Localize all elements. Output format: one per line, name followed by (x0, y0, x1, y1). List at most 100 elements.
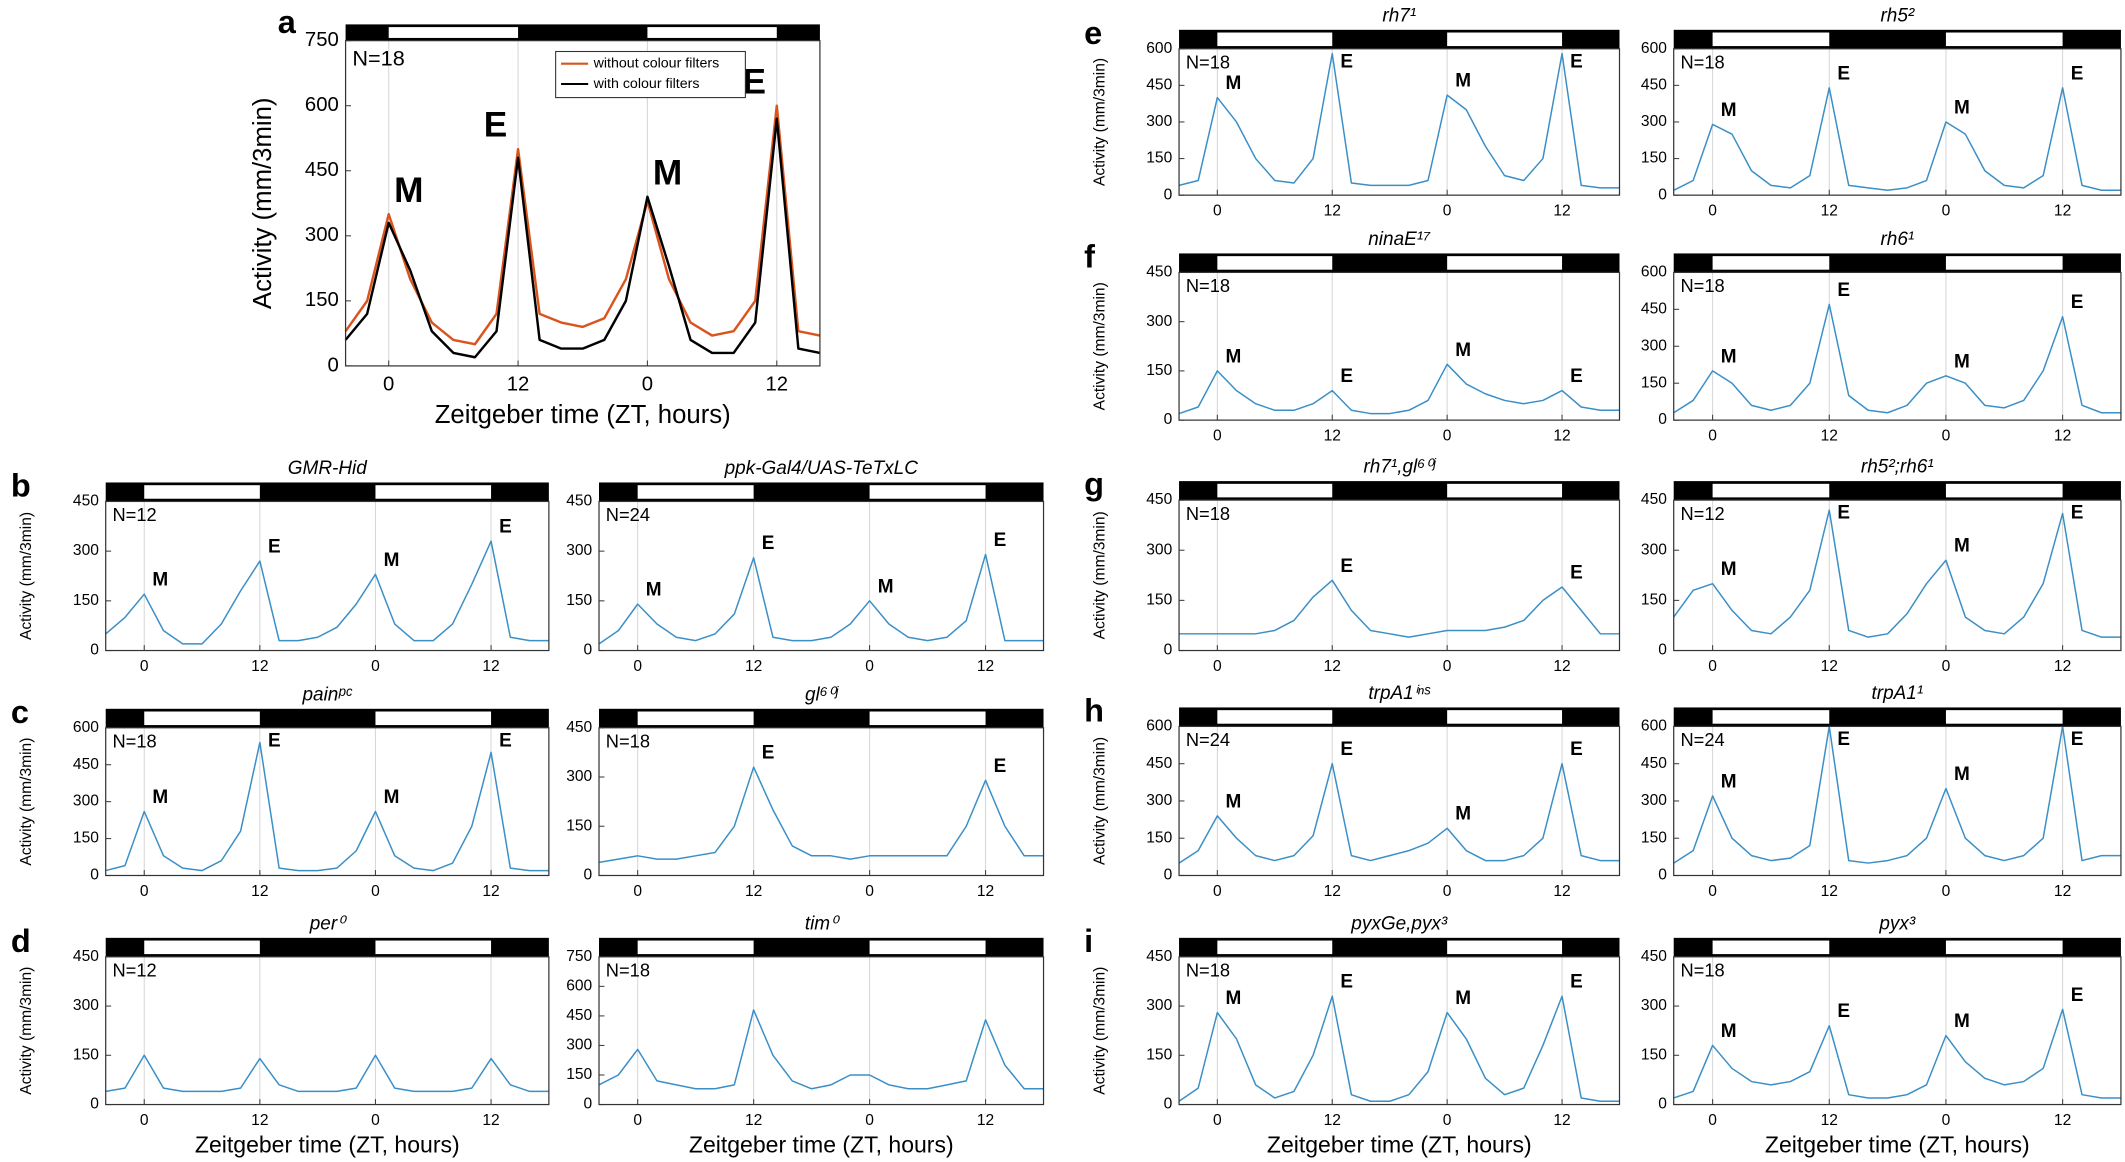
x-tick-label: 0 (371, 883, 380, 900)
light-period (1945, 940, 2063, 955)
y-tick-label: 450 (1146, 948, 1172, 965)
panel-title: pyx³ (1878, 913, 1916, 934)
x-tick-label: 0 (1443, 1112, 1452, 1129)
y-tick-label: 300 (1146, 541, 1172, 558)
plot-frame (1673, 725, 2122, 877)
activity-line (1673, 87, 2121, 192)
peak-label: E (484, 106, 507, 145)
x-tick-label: 0 (1443, 658, 1452, 675)
y-tick-label: 0 (1164, 411, 1173, 428)
x-tick-label: 0 (1213, 203, 1222, 220)
x-tick-label: 12 (2054, 1112, 2071, 1129)
x-tick-label: 0 (1708, 203, 1717, 220)
x-tick-label: 0 (1213, 428, 1222, 445)
sample-size: N=18 (352, 45, 404, 70)
panel-title: gl⁶⁰ʲ (805, 684, 839, 705)
y-tick-label: 300 (1641, 337, 1667, 354)
x-tick-label: 12 (507, 373, 530, 395)
x-tick-label: 12 (745, 658, 762, 675)
y-tick-label: 600 (1641, 718, 1667, 735)
y-axis-label: Activity (mm/3min) (249, 97, 277, 309)
x-tick-label: 0 (1942, 658, 1951, 675)
x-tick-label: 12 (1324, 428, 1341, 445)
x-tick-label: 0 (1213, 883, 1222, 900)
light-period (388, 27, 519, 38)
panel-title: rh7¹,gl⁶⁰ʲ (1363, 457, 1436, 478)
plot-frame (344, 40, 821, 367)
light-period (144, 711, 260, 726)
y-tick-label: 450 (1641, 491, 1667, 508)
sample-size: N=18 (1186, 52, 1230, 73)
peak-label: E (1837, 63, 1850, 84)
peak-label: E (742, 62, 765, 101)
x-tick-label: 12 (1821, 428, 1838, 445)
sample-size: N=18 (606, 731, 650, 752)
panel-letter: f (1084, 238, 1095, 274)
x-tick-label: 12 (1324, 203, 1341, 220)
x-tick-label: 12 (1821, 1112, 1838, 1129)
sample-size: N=12 (1680, 503, 1724, 524)
light-period (1217, 710, 1333, 724)
panel-title: rh5²;rh6¹ (1861, 457, 1934, 478)
light-period (1712, 256, 1830, 270)
peak-label: E (2071, 503, 2084, 524)
plot-frame (1178, 725, 1621, 877)
legend-label: without colour filters (593, 55, 720, 71)
activity-line (1673, 725, 2121, 864)
light-period (375, 711, 492, 726)
x-tick-label: 0 (633, 1112, 642, 1129)
plot-frame (105, 500, 550, 652)
peak-label: M (646, 580, 662, 601)
y-tick-label: 300 (73, 542, 99, 559)
y-tick-label: 0 (584, 642, 593, 659)
panel-title: trpA1¹ (1871, 683, 1923, 704)
x-tick-label: 12 (977, 883, 994, 900)
activity-line (1179, 579, 1620, 638)
peak-label: M (1721, 1021, 1737, 1042)
y-tick-label: 150 (73, 592, 99, 609)
light-period (637, 711, 754, 726)
light-period (1945, 483, 2063, 498)
x-tick-label: 12 (251, 1112, 268, 1129)
peak-label: M (1455, 804, 1471, 825)
y-tick-label: 150 (305, 289, 339, 311)
x-tick-label: 12 (1553, 1112, 1570, 1129)
activity-line (598, 553, 1044, 645)
y-tick-label: 150 (1146, 150, 1172, 167)
y-tick-label: 150 (566, 1066, 592, 1083)
x-axis-label: Zeitgeber time (ZT, hours) (435, 401, 731, 429)
activity-line (1178, 363, 1620, 415)
y-tick-label: 450 (73, 493, 99, 510)
y-tick-label: 300 (73, 997, 99, 1014)
panel-letter: g (1084, 466, 1104, 502)
y-axis-label: Activity (mm/3min) (18, 512, 35, 640)
light-period (144, 940, 260, 955)
panel-letter: d (11, 923, 31, 959)
x-tick-label: 12 (2054, 203, 2071, 220)
y-tick-label: 150 (1641, 829, 1667, 846)
y-tick-label: 450 (1146, 264, 1172, 281)
activity-line (105, 540, 549, 645)
x-tick-label: 12 (977, 658, 994, 675)
peak-label: M (1954, 536, 1970, 557)
y-axis-label: Activity (mm/3min) (1092, 282, 1109, 410)
peak-label: M (394, 171, 423, 210)
x-tick-label: 12 (1553, 658, 1570, 675)
sample-size: N=18 (1680, 960, 1724, 981)
y-axis-label: Activity (mm/3min) (1092, 737, 1109, 865)
x-tick-label: 0 (1708, 658, 1717, 675)
y-tick-label: 0 (584, 867, 593, 884)
sample-size: N=24 (1680, 729, 1724, 750)
peak-label: M (1954, 1011, 1970, 1032)
x-tick-label: 12 (977, 1112, 994, 1129)
y-tick-label: 0 (1658, 642, 1667, 659)
x-tick-label: 0 (1942, 203, 1951, 220)
x-tick-label: 0 (371, 658, 380, 675)
light-period (1217, 32, 1333, 47)
light-period (1945, 32, 2063, 47)
y-axis-label: Activity (mm/3min) (1092, 511, 1109, 639)
panel-letter: b (11, 467, 31, 503)
plot-frame (1178, 271, 1621, 421)
x-tick-label: 12 (482, 658, 499, 675)
